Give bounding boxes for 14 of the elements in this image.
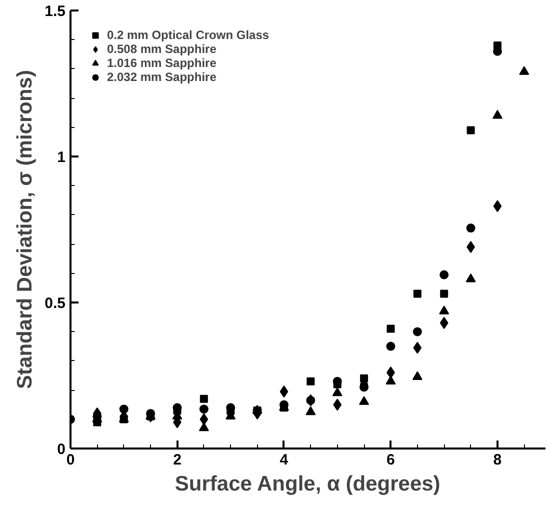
y-axis-title: Standard Deviation, σ (microns) <box>14 70 37 389</box>
y-tick-label: 1 <box>57 149 66 166</box>
x-tick-label: 6 <box>386 452 395 468</box>
legend-label: 0.2 mm Optical Crown Glass <box>107 28 270 42</box>
legend-label: 0.508 mm Sapphire <box>107 42 218 56</box>
x-tick-label: 2 <box>173 452 182 468</box>
legend-label: 1.016 mm Sapphire <box>107 56 218 70</box>
y-tick-label: 0.5 <box>44 295 66 312</box>
y-tick-label: 0 <box>57 441 66 458</box>
legend-label: 2.032 mm Sapphire <box>107 70 218 84</box>
x-tick-label: 8 <box>493 452 502 468</box>
y-tick-label: 1.5 <box>44 3 66 20</box>
x-tick-label: 4 <box>280 452 289 468</box>
x-axis-title: Surface Angle, α (degrees) <box>174 472 440 496</box>
